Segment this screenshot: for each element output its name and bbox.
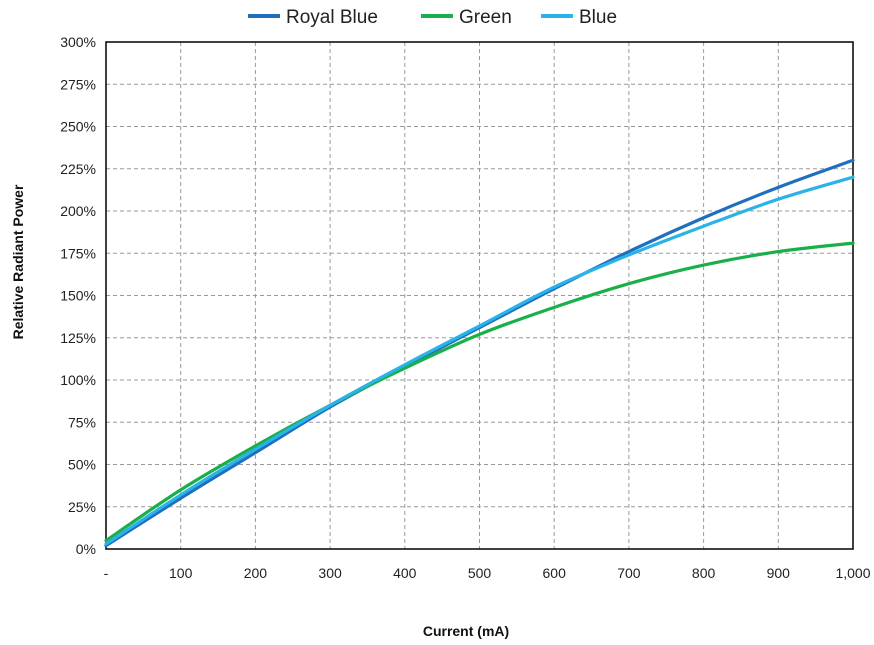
y-tick-label: 0% [76,541,96,557]
x-tick-label: 100 [169,565,193,581]
y-tick-label: 75% [68,414,96,430]
plot-area [105,41,854,550]
legend-label-blue: Blue [579,7,617,28]
y-tick-label: 150% [60,288,96,304]
y-axis-title: Relative Radiant Power [10,184,26,339]
legend-label-green: Green [459,7,512,28]
x-tick-label: 200 [244,565,268,581]
legend: Royal Blue Green Blue [248,7,617,28]
grid-lines [106,42,853,549]
legend-label-royal-blue: Royal Blue [286,7,378,28]
series-layer [104,158,855,548]
y-tick-label: 50% [68,457,96,473]
x-tick-label: 600 [543,565,567,581]
y-tick-label: 200% [60,203,96,219]
y-tick-label: 275% [60,76,96,92]
x-tick-label: 300 [318,565,342,581]
series-line-green [104,241,855,543]
y-axis-ticks: 0% 25% 50% 75% 100% 125% 150% 175% 200% 225% 250% 2… [60,34,96,557]
y-tick-label: 100% [60,372,96,388]
x-tick-label: 500 [468,565,492,581]
y-tick-label: 300% [60,34,96,50]
x-axis-title: Current (mA) [423,623,509,639]
y-tick-label: 250% [60,119,96,135]
x-tick-label: 700 [617,565,641,581]
x-tick-label: 900 [767,565,791,581]
x-tick-label: - [104,565,109,581]
series-line-blue [104,175,855,546]
x-axis-ticks: - 100 200 300 400 500 600 700 800 900 1,000 [104,565,871,581]
y-tick-label: 125% [60,330,96,346]
x-tick-label: 1,000 [835,565,870,581]
x-tick-label: 400 [393,565,417,581]
y-tick-label: 225% [60,161,96,177]
x-tick-label: 800 [692,565,716,581]
y-tick-label: 25% [68,499,96,515]
y-tick-label: 175% [60,245,96,261]
